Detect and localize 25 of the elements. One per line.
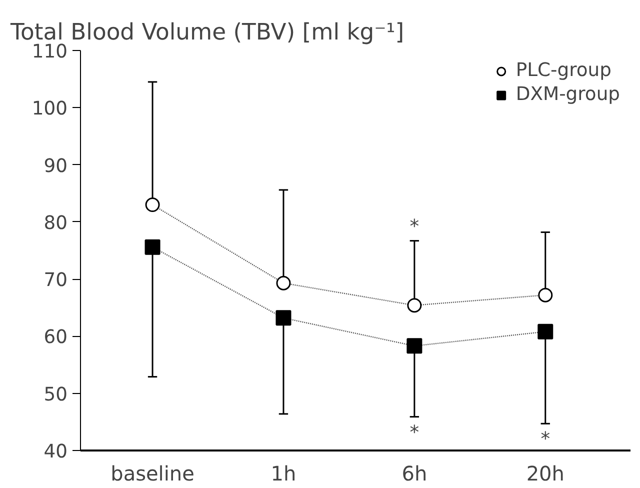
- x-tick-label: 6h: [402, 462, 428, 486]
- annotation: *: [540, 429, 550, 450]
- point: [276, 276, 291, 290]
- annotation: *: [410, 422, 420, 444]
- y-tick-label: 70: [44, 270, 68, 292]
- y-tick-label: 40: [44, 442, 68, 462]
- y-tick-label: 110: [32, 42, 68, 62]
- point: [276, 310, 292, 326]
- point: [144, 239, 160, 255]
- y-tick-label: 80: [44, 212, 68, 234]
- x-tick-label: baseline: [110, 462, 194, 486]
- point: [406, 338, 422, 354]
- legend-label: DXM-group: [516, 84, 620, 105]
- point: [145, 198, 160, 212]
- y-tick-label: 90: [44, 156, 68, 177]
- x-tick-label: 1h: [270, 462, 296, 486]
- y-tick-label: 100: [32, 98, 68, 120]
- y-tick-label: 60: [44, 327, 68, 348]
- point: [538, 288, 553, 302]
- legend-label: PLC-group: [516, 60, 612, 81]
- x-tick-label: 20h: [526, 462, 564, 486]
- y-tick-label: 50: [44, 384, 68, 406]
- point: [407, 298, 422, 313]
- point: [538, 324, 554, 340]
- annotation: *: [410, 216, 420, 238]
